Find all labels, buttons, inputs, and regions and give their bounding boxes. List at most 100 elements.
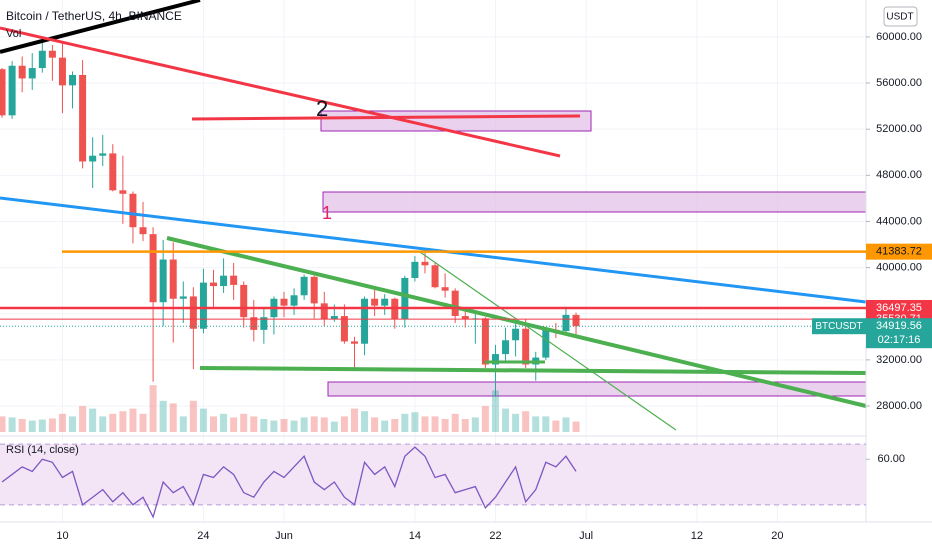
candle-body (491, 354, 499, 365)
x-tick-label: 14 (409, 530, 421, 542)
volume-bar (8, 417, 16, 432)
volume-bar (562, 417, 570, 432)
volume-bar (522, 411, 530, 432)
volume-bar (129, 408, 137, 432)
volume-bar (28, 420, 36, 432)
candle-body (199, 282, 207, 329)
zone-box (327, 381, 867, 397)
volume-bar (320, 417, 328, 432)
volume-bar (99, 416, 107, 432)
candle-body (401, 277, 409, 320)
volume-bar (48, 418, 56, 432)
y-tick-label: 60000.00 (876, 31, 922, 43)
candle-body (371, 298, 379, 306)
currency-button[interactable] (883, 6, 918, 27)
volume-bar (542, 416, 550, 432)
volume-bar (220, 413, 228, 432)
x-tick-label: 22 (489, 530, 501, 542)
candle-body (149, 234, 157, 303)
rsi-tick-label: 60.00 (877, 453, 905, 465)
volume-bar (431, 416, 439, 432)
candle-body (109, 153, 117, 191)
trend-line (166, 236, 867, 408)
candle-body (0, 69, 6, 116)
candle-body (179, 296, 187, 299)
candle-body (572, 314, 580, 327)
volume-bar (552, 420, 560, 432)
y-tick-label: 28000.00 (876, 400, 922, 412)
candle-body (189, 296, 197, 329)
x-tick-label: 24 (197, 530, 209, 542)
zone-box (320, 110, 592, 132)
trend-line (0, 196, 867, 304)
volume-bar (69, 416, 77, 432)
volume-bar (270, 420, 278, 432)
volume-bar (350, 408, 358, 432)
price-tag-label: 41383.72 (876, 246, 922, 258)
volume-bar (179, 416, 187, 432)
y-tick-label: 56000.00 (876, 77, 922, 89)
symbol-tag (812, 318, 866, 335)
candle-body (330, 316, 338, 320)
candle-body (119, 190, 127, 194)
volume-bar (461, 419, 469, 432)
volume-bar (572, 421, 580, 432)
candle-body (542, 329, 550, 358)
volume-bar (411, 412, 419, 432)
rsi-label: RSI (14, close) (6, 444, 79, 456)
volume-bar (491, 390, 499, 432)
candle-body (250, 317, 258, 330)
volume-bar (119, 411, 127, 432)
candle-body (481, 318, 489, 365)
zone-box (322, 191, 867, 213)
volume-bar (89, 408, 97, 432)
volume-bar (159, 400, 167, 432)
x-tick-label: 20 (771, 530, 783, 542)
volume-bar (471, 417, 479, 432)
volume-bar (290, 420, 298, 432)
volume-bar (421, 416, 429, 432)
volume-bar (391, 419, 399, 432)
candle-body (310, 276, 318, 304)
candle-body (18, 65, 26, 79)
volume-bar (260, 419, 268, 432)
y-tick-label: 52000.00 (876, 123, 922, 135)
candle-body (28, 68, 36, 79)
countdown: 02:17:16 (878, 334, 921, 346)
drawings (320, 110, 867, 397)
candle-body (300, 276, 308, 296)
volume-bar (79, 406, 87, 432)
candle-body (58, 57, 66, 86)
candle-body (421, 261, 429, 266)
currency[interactable]: USDT (886, 12, 913, 23)
candle-body (381, 298, 389, 306)
candle-body (129, 193, 137, 228)
candle-body (562, 314, 570, 332)
candle-body (69, 74, 77, 86)
candle-body (320, 303, 328, 320)
trend-line (419, 251, 677, 431)
volume-bar (300, 417, 308, 432)
volume-bar (280, 419, 288, 432)
candle-body (89, 155, 97, 162)
candle-body (48, 50, 56, 58)
symbol-label: BTCUSDT (815, 321, 862, 332)
candle-body (340, 316, 348, 342)
volume-bar (451, 413, 459, 432)
trend-line (199, 366, 867, 375)
volume-bar (512, 413, 520, 432)
candle-body (361, 298, 369, 344)
candle-body (502, 340, 510, 355)
volume-bar (230, 417, 238, 432)
candle-body (512, 328, 520, 341)
volume-bar (441, 419, 449, 432)
volume-bar (199, 408, 207, 432)
candle-body (169, 259, 177, 299)
volume-bar (340, 416, 348, 432)
candle-body (280, 298, 288, 306)
volume-bar (361, 411, 369, 432)
volume-bar (58, 413, 66, 432)
volume-bar (250, 416, 258, 432)
volume-bar (149, 385, 157, 432)
candle-body (99, 153, 107, 156)
